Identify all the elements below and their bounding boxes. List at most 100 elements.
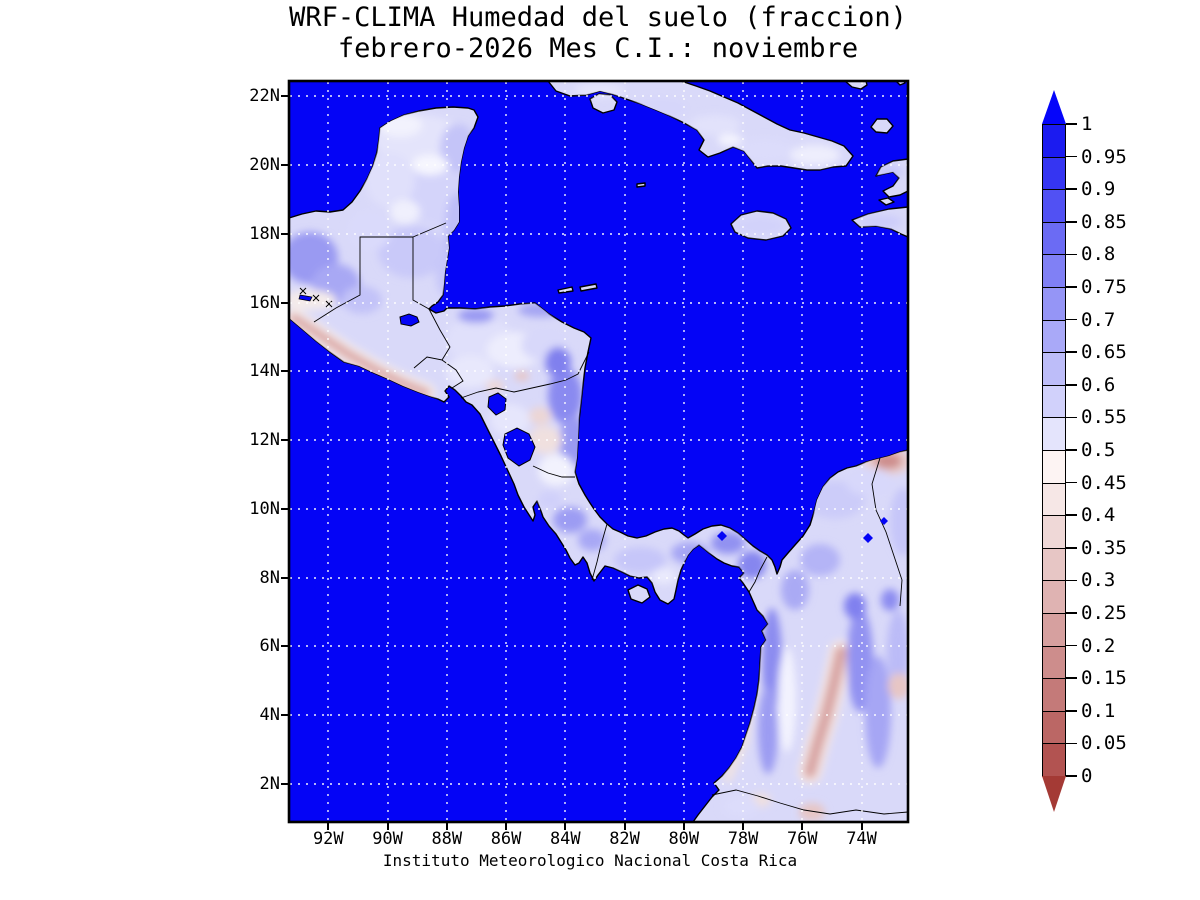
colorbar-tick <box>1066 547 1077 549</box>
colorbar-legend: 1 0.95 0.9 0.85 0.8 0.75 0.7 0.65 0.6 0.55 0.5 0.45… <box>1042 90 1182 830</box>
lon-tick-label: 86W <box>490 829 522 849</box>
lat-tick-label: 8N <box>259 567 280 588</box>
lat-tick-label: 22N <box>249 86 280 107</box>
colorbar-tick <box>1066 351 1077 353</box>
colorbar-tick-label: 0 <box>1081 765 1093 787</box>
colorbar-tick-label: 0.9 <box>1081 178 1116 201</box>
lake-nicaragua <box>502 427 536 467</box>
lon-tick-label: 80W <box>668 829 700 849</box>
colorbar-tick-label: 0.65 <box>1081 341 1127 364</box>
colorbar-tick <box>1066 514 1077 516</box>
colorbar-tick-label: 0.25 <box>1081 602 1127 624</box>
lakes <box>298 294 536 467</box>
lon-tick-label: 74W <box>846 829 877 849</box>
lat-tick-label: 6N <box>259 636 280 657</box>
colorbar-segment <box>1042 189 1066 223</box>
lat-tick-label: 18N <box>249 223 280 244</box>
colorbar-tick-label: 0.1 <box>1081 699 1116 722</box>
colorbar-tick <box>1066 775 1077 777</box>
highland-marks <box>299 287 333 308</box>
colorbar-tick-label: 0.75 <box>1081 276 1127 298</box>
colorbar-tick <box>1066 253 1077 256</box>
colorbar-tick-label: 1 <box>1081 113 1093 135</box>
colorbar-segment <box>1042 613 1066 647</box>
colorbar-tick <box>1066 318 1077 321</box>
colorbar-tick-label: 0.4 <box>1081 504 1116 527</box>
colorbar-segment <box>1042 156 1066 191</box>
lon-tick-label: 88W <box>431 829 463 849</box>
colorbar-segment <box>1042 645 1066 680</box>
colorbar-segment <box>1042 319 1066 354</box>
lat-tick-label: 16N <box>249 292 280 313</box>
lon-tick-label: 84W <box>549 829 581 849</box>
colorbar-tick-label: 0.5 <box>1081 439 1116 461</box>
colorbar-tick <box>1066 449 1077 451</box>
colorbar-tick-label: 0.6 <box>1081 373 1116 396</box>
lon-tick-label: 76W <box>786 829 818 849</box>
page-subtitle: febrero-2026 Mes C.I.: noviembre <box>337 33 859 64</box>
colorbar-segment <box>1042 482 1066 517</box>
map-frame <box>287 79 910 824</box>
colorbar-tick <box>1066 579 1077 582</box>
lake-managua <box>487 392 507 416</box>
colorbar-segment <box>1042 580 1066 614</box>
lat-tick-label: 10N <box>249 498 280 519</box>
colorbar-tick-label: 0.7 <box>1081 308 1116 331</box>
lon-tick-label: 82W <box>609 829 640 849</box>
colorbar-tick <box>1066 123 1077 125</box>
colorbar-under-arrow <box>1042 776 1066 812</box>
caption: Instituto Meteorologico Nacional Costa R… <box>382 851 798 870</box>
colorbar-tick <box>1066 416 1077 419</box>
colorbar-tick-label: 0.95 <box>1081 145 1127 168</box>
lat-tick-label: 14N <box>249 361 280 382</box>
gridlines <box>290 82 907 821</box>
colorbar-tick <box>1066 677 1077 679</box>
colorbar-tick <box>1066 221 1077 223</box>
colorbar-tick <box>1066 612 1077 614</box>
colorbar-segment <box>1042 743 1066 777</box>
colorbar-segment <box>1042 710 1066 745</box>
lake-diamond-markers <box>717 517 888 543</box>
colorbar-tick <box>1066 188 1077 190</box>
lat-tick-label: 20N <box>249 155 280 176</box>
country-borders <box>313 222 909 815</box>
colorbar-tick-label: 0.2 <box>1081 634 1116 657</box>
colorbar-segment <box>1042 417 1066 451</box>
page-title: WRF-CLIMA Humedad del suelo (fraccion) <box>289 2 907 33</box>
colorbar-tick <box>1066 481 1077 484</box>
colorbar-tick <box>1066 644 1077 647</box>
cayman-island <box>636 182 646 188</box>
colorbar-segment <box>1042 450 1066 484</box>
colorbar-tick-label: 0.45 <box>1081 471 1127 494</box>
colorbar-tick <box>1066 742 1077 745</box>
lat-tick-label: 4N <box>259 705 280 726</box>
lon-tick-label: 78W <box>727 829 759 849</box>
colorbar-tick <box>1066 155 1077 158</box>
colorbar-segment <box>1042 254 1066 288</box>
colorbar-tick-label: 0.05 <box>1081 732 1127 755</box>
colorbar-segment <box>1042 384 1066 419</box>
lat-tick-label: 12N <box>249 430 280 451</box>
colorbar-tick-label: 0.3 <box>1081 569 1116 592</box>
colorbar-over-arrow <box>1042 90 1066 124</box>
colorbar-tick <box>1066 710 1077 712</box>
colorbar-tick-label: 0.15 <box>1081 667 1127 690</box>
colorbar-tick <box>1066 384 1077 386</box>
colorbar-segment <box>1042 352 1066 386</box>
colorbar-segment <box>1042 547 1066 582</box>
colorbar-segment <box>1042 678 1066 712</box>
lon-tick-label: 90W <box>372 829 403 849</box>
colorbar-segment <box>1042 287 1066 321</box>
lake-izabal <box>399 313 420 327</box>
colorbar-segment <box>1042 515 1066 549</box>
colorbar-tick-label: 0.35 <box>1081 536 1127 559</box>
chiapas-reservoir <box>298 294 313 302</box>
colorbar-tick-label: 0.85 <box>1081 210 1127 233</box>
axis-ticks <box>281 95 863 830</box>
colorbar-segment <box>1042 124 1066 158</box>
colorbar-tick-label: 0.8 <box>1081 243 1116 266</box>
colorbar-tick <box>1066 286 1077 288</box>
colorbar-segment <box>1042 221 1066 256</box>
